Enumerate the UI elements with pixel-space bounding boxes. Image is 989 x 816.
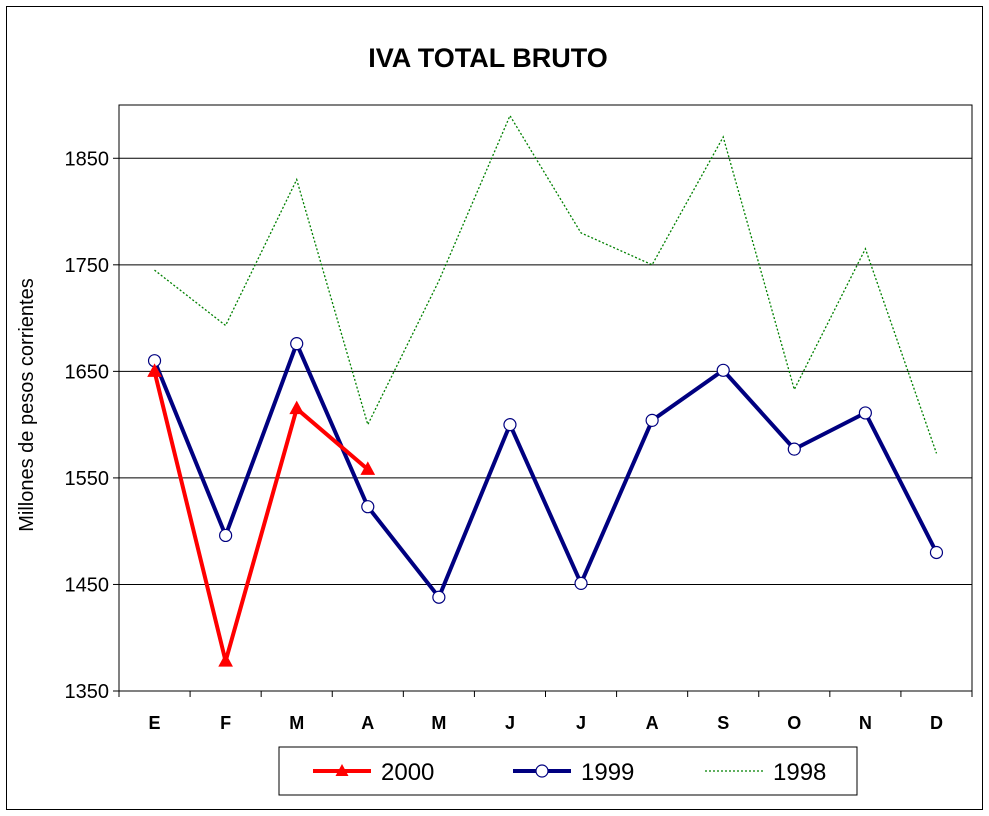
chart-svg: IVA TOTAL BRUTO Millones de pesos corrie… xyxy=(16,43,973,796)
x-tick-label: E xyxy=(149,713,161,733)
series-line-1998 xyxy=(154,114,938,454)
chart-frame: IVA TOTAL BRUTO Millones de pesos corrie… xyxy=(6,6,983,810)
y-tick-label: 1850 xyxy=(65,148,110,170)
data-point-1999 xyxy=(290,337,304,351)
series-line-2000 xyxy=(152,370,370,664)
data-point-2000 xyxy=(360,461,376,475)
x-tick-label: J xyxy=(576,713,586,733)
y-tick-label: 1350 xyxy=(65,681,110,703)
data-point-2000 xyxy=(289,400,305,415)
x-tick-label: S xyxy=(717,713,729,733)
chart-title: IVA TOTAL BRUTO xyxy=(368,43,608,73)
legend-label-1999: 1999 xyxy=(581,759,634,786)
data-point-1999 xyxy=(716,363,730,377)
legend: 2000 1999 1998 xyxy=(278,746,858,796)
legend-label-1998: 1998 xyxy=(773,759,826,786)
data-point-1999 xyxy=(503,418,517,432)
data-point-1999 xyxy=(219,528,233,543)
y-tick-label: 1550 xyxy=(65,468,110,490)
data-point-1999 xyxy=(929,545,944,560)
x-tick-label: D xyxy=(930,713,943,733)
x-tick-label: O xyxy=(787,713,801,733)
data-point-1999 xyxy=(858,406,872,420)
x-tick-label: A xyxy=(361,713,374,733)
plot-border xyxy=(118,104,973,692)
y-axis-label: Millones de pesos corrientes xyxy=(16,278,38,531)
data-point-1999 xyxy=(361,500,375,514)
y-tick-label: 1750 xyxy=(65,255,110,277)
y-tick-label: 1650 xyxy=(65,361,110,383)
data-point-2000 xyxy=(218,653,233,667)
x-tick-label: F xyxy=(220,713,231,733)
y-tick-label: 1450 xyxy=(65,574,110,596)
x-tick-label: A xyxy=(646,713,659,733)
plot-area: 1350 1450 1550 1650 1750 1850 E F M A M J J A S O N D xyxy=(65,104,973,733)
legend-marker-2000 xyxy=(335,764,349,776)
legend-marker-1999 xyxy=(535,764,549,778)
data-point-1999 xyxy=(574,576,588,590)
data-point-2000 xyxy=(147,363,162,377)
x-tick-label: N xyxy=(859,713,872,733)
data-point-1999 xyxy=(645,413,659,427)
x-tick-label: M xyxy=(289,713,304,733)
data-point-1999 xyxy=(432,590,446,604)
x-tick-label: J xyxy=(505,713,515,733)
series-line-1999 xyxy=(152,341,939,600)
x-tick-label: M xyxy=(431,713,446,733)
legend-label-2000: 2000 xyxy=(381,759,434,786)
data-point-1999 xyxy=(787,442,801,456)
